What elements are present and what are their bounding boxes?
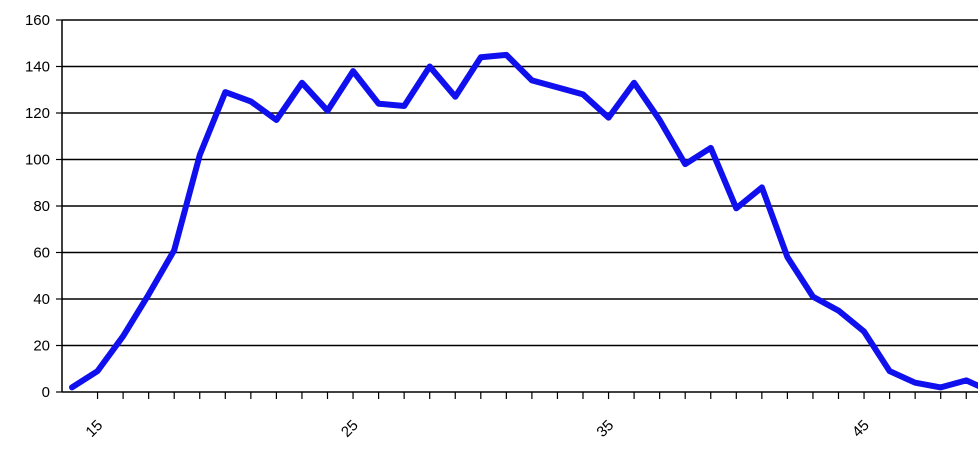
data-series [69,51,978,391]
data-point [146,291,152,297]
data-point [69,384,75,390]
data-point [248,98,254,104]
x-tick-label: 25 [338,417,362,441]
data-point [478,54,484,60]
y-tick-label: 120 [25,105,50,122]
x-tick-label: 35 [593,417,617,441]
data-point [171,247,177,253]
data-point [273,117,279,123]
data-point [325,108,331,114]
data-point [938,384,944,390]
data-point [503,52,509,58]
y-tick-label: 0 [42,384,50,401]
y-tick-label: 40 [33,291,50,308]
data-point [580,91,586,97]
data-point [299,80,305,86]
data-point [733,205,739,211]
data-point [708,145,714,151]
y-tick-label: 100 [25,152,50,169]
data-point [120,333,126,339]
data-point [631,80,637,86]
y-tick-label: 160 [25,12,50,29]
y-tick-label: 60 [33,245,50,262]
data-point [376,101,382,107]
x-axis: 15 25 35 45 [62,391,978,441]
data-point [452,94,458,100]
data-point [529,77,535,83]
x-tick-label: 45 [849,417,873,441]
data-point [657,117,663,123]
y-tick-label: 20 [33,338,50,355]
data-point [401,103,407,109]
data-point [197,152,203,158]
data-point [836,308,842,314]
y-tick-label: 140 [25,59,50,76]
data-point [861,329,867,335]
data-point [554,84,560,90]
data-point [912,380,918,386]
data-point [222,89,228,95]
series-line [69,51,978,391]
y-axis: 0 20 40 60 80 100 120 140 160 [25,12,63,401]
data-point [759,184,765,190]
data-point [784,254,790,260]
x-tick-label: 15 [82,417,106,441]
data-point [887,368,893,374]
data-point [810,294,816,300]
data-point [95,368,101,374]
data-point [350,68,356,74]
data-point [606,115,612,121]
data-point [427,64,433,70]
data-point [682,161,688,167]
y-tick-label: 80 [33,198,50,215]
data-point [963,377,969,383]
